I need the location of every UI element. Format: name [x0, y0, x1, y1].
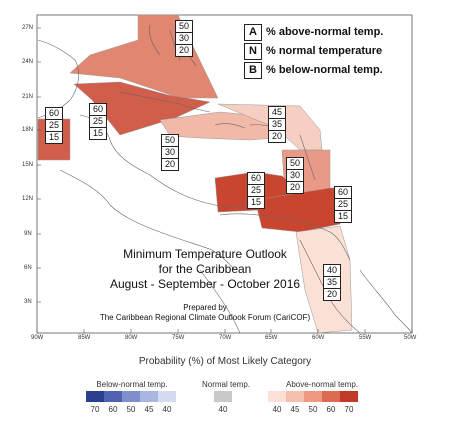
below-normal-swatch [122, 391, 140, 402]
below-normal-label: Below-normal temp. [96, 380, 168, 389]
map-title-line1: Minimum Temperature Outlook [123, 247, 287, 261]
below-normal-value: 15 [250, 197, 261, 207]
below-normal-swatch [140, 391, 158, 402]
lat-label: 3N [24, 299, 32, 305]
credit-line2: The Caribbean Regional Climate Outlook F… [99, 313, 311, 322]
above-normal-label: Above-normal temp. [285, 380, 359, 389]
region-guianas-probabilities: 40 35 20 [323, 264, 341, 301]
above-normal-swatch [304, 391, 322, 402]
normal-value: 35 [269, 119, 285, 131]
lat-label: 9N [24, 231, 32, 237]
above-normal-value: 50 [176, 21, 192, 33]
key-letter: A [244, 24, 262, 41]
lat-label: 6N [24, 265, 32, 271]
normal-label: Normal temp. [201, 380, 250, 389]
lat-label: 18N [22, 127, 34, 133]
above-normal-swatch-value: 40 [272, 405, 282, 414]
below-normal-value: 20 [326, 289, 337, 299]
lon-ticks [36, 329, 413, 333]
lon-label: 80W [125, 335, 138, 341]
lat-ticks [37, 27, 41, 303]
region-eastern-caribbean-probabilities: 45 35 20 [268, 106, 286, 143]
region-lesser-antilles-probabilities: 50 30 20 [286, 157, 304, 194]
key-letter: B [244, 62, 262, 79]
above-normal-swatch [268, 391, 286, 402]
scale-title: Probability (%) of Most Likely Category [138, 356, 312, 367]
region-belize-probabilities: 60 25 15 [45, 107, 63, 144]
normal-value: 25 [46, 120, 62, 132]
below-normal-value: 20 [271, 131, 282, 141]
below-normal-value: 20 [164, 159, 175, 169]
lon-label: 75W [172, 335, 185, 341]
key-above: A % above-normal temp. [244, 24, 383, 41]
key-normal: N % normal temperature [244, 43, 382, 60]
below-normal-swatch [104, 391, 122, 402]
above-normal-value: 60 [335, 187, 351, 199]
key-letter: N [244, 43, 262, 60]
lat-label: 21N [22, 94, 34, 100]
region-colombia-north-probabilities: 60 25 15 [247, 172, 265, 209]
lat-label: 15N [22, 162, 34, 168]
below-normal-swatch-value: 70 [90, 405, 100, 414]
key-text: % below-normal temp. [266, 64, 383, 76]
lat-label: 12N [22, 196, 34, 202]
normal-value: 35 [324, 277, 340, 289]
above-normal-swatch [340, 391, 358, 402]
below-normal-swatch-value: 60 [108, 405, 118, 414]
normal-value: 25 [90, 116, 106, 128]
lon-label: 50W [404, 335, 417, 341]
region-bahamas-probabilities: 50 30 20 [175, 20, 193, 57]
below-normal-swatch-value: 50 [126, 405, 136, 414]
above-normal-swatch [286, 391, 304, 402]
above-normal-value: 60 [248, 173, 264, 185]
lon-label: 70W [219, 335, 232, 341]
region-jamaica-probabilities: 50 30 20 [161, 134, 179, 171]
lat-label: 24N [22, 59, 34, 65]
normal-value: 30 [176, 33, 192, 45]
above-normal-swatch-value: 60 [326, 405, 336, 414]
above-normal-value: 50 [287, 158, 303, 170]
above-normal-value: 40 [324, 265, 340, 277]
above-normal-swatch-value: 50 [308, 405, 318, 414]
lon-label: 90W [31, 335, 44, 341]
above-normal-swatch [322, 391, 340, 402]
credit-line1: Prepared by [183, 303, 227, 312]
normal-value: 25 [248, 185, 264, 197]
region-cuba-probabilities: 60 25 15 [89, 103, 107, 140]
below-normal-swatch-value: 40 [162, 405, 172, 414]
below-normal-swatch-value: 45 [144, 405, 154, 414]
normal-swatch [214, 391, 232, 402]
region-venezuela-probabilities: 60 25 15 [334, 186, 352, 223]
lon-label: 55W [359, 335, 372, 341]
map-title-line2: for the Caribbean [158, 262, 252, 276]
lon-label: 60W [312, 335, 325, 341]
below-normal-value: 15 [48, 132, 59, 142]
normal-value: 30 [162, 147, 178, 159]
normal-value: 30 [287, 170, 303, 182]
key-text: % normal temperature [266, 45, 383, 57]
below-normal-swatch [86, 391, 104, 402]
above-normal-swatch-value: 45 [290, 405, 300, 414]
lon-label: 85W [78, 335, 91, 341]
map-title-line3: August - September - October 2016 [109, 277, 301, 291]
normal-value: 25 [335, 199, 351, 211]
key-text: % above-normal temp. [266, 26, 384, 38]
below-normal-value: 15 [337, 211, 348, 221]
lat-label: 27N [22, 25, 34, 31]
below-normal-value: 20 [289, 182, 300, 192]
above-normal-value: 60 [46, 108, 62, 120]
above-normal-value: 60 [90, 104, 106, 116]
below-normal-value: 20 [178, 45, 189, 55]
above-normal-value: 45 [269, 107, 285, 119]
below-normal-value: 15 [92, 128, 103, 138]
region-venezuela [254, 187, 345, 233]
above-normal-value: 50 [162, 135, 178, 147]
above-normal-swatch-value: 70 [344, 405, 354, 414]
lon-label: 65W [265, 335, 278, 341]
key-below: B % below-normal temp. [244, 62, 383, 79]
below-normal-swatch [158, 391, 176, 402]
normal-swatch-value: 40 [218, 405, 228, 414]
